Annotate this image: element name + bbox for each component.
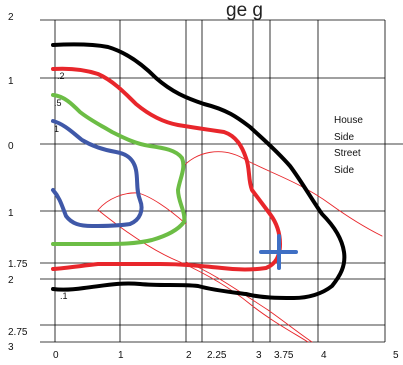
thin-red-line-1: [181, 151, 383, 237]
thin-red-line-3: [97, 209, 309, 343]
y-tick-label: 3: [8, 342, 14, 353]
thin-red-lines: [97, 151, 383, 343]
x-tick-label: 0: [53, 350, 59, 361]
contour-black: [51, 42, 347, 300]
contour-label: .5: [54, 98, 62, 108]
title-fragment: ge g: [226, 0, 263, 21]
contour-green: [51, 93, 187, 246]
y-tick-label: 1: [8, 76, 14, 87]
y-tick-label: 2.75: [8, 327, 28, 338]
house-side-label-line1: House: [334, 115, 363, 126]
y-tick-label: 0: [8, 141, 14, 152]
x-tick-label: 5: [393, 350, 399, 361]
contour-red: [51, 66, 282, 272]
y-tick-label: 2: [8, 12, 14, 23]
grid: [40, 19, 403, 343]
cross-marker: [259, 234, 298, 270]
thin-red-line-4: [185, 261, 313, 343]
street-side-label-line2: Side: [334, 165, 354, 176]
y-axis-labels: 2 1 0 1 1.75 2 2.75 3: [8, 12, 28, 353]
contour-label: .2: [57, 71, 65, 81]
contour-label: .1: [60, 291, 68, 301]
x-tick-label: 3.75: [274, 350, 294, 361]
y-tick-label: 1.75: [8, 259, 28, 270]
contour-blue: [51, 119, 144, 228]
x-tick-label: 4: [321, 350, 327, 361]
street-side-label-line1: Street: [334, 148, 361, 159]
y-tick-label: 2: [8, 275, 14, 286]
x-tick-label: 2: [186, 350, 192, 361]
y-tick-label: 1: [8, 208, 14, 219]
x-tick-label: 2.25: [207, 350, 227, 361]
house-side-label-line2: Side: [334, 132, 354, 143]
contour-label: 1: [54, 124, 59, 134]
x-tick-label: 3: [256, 350, 262, 361]
x-axis-labels: 0 1 2 2.25 3 3.75 4 5: [53, 350, 399, 361]
x-tick-label: 1: [118, 350, 124, 361]
